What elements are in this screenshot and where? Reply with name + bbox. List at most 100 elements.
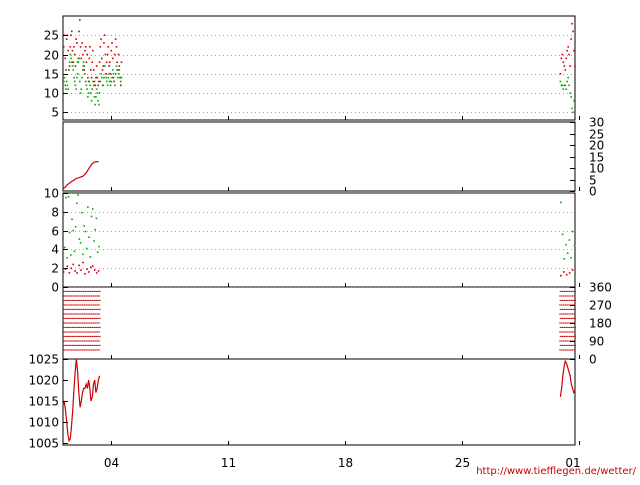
series-line-pressure [62, 358, 101, 443]
point-wind-direction [67, 331, 69, 333]
point-wind-direction [64, 335, 66, 337]
point-temperature [116, 69, 118, 71]
point-wind-direction [78, 304, 80, 306]
point-temperature [114, 84, 116, 87]
point-temperature [89, 92, 92, 94]
point-wind-direction [574, 344, 576, 346]
point-wind-direction [72, 295, 74, 297]
point-temperature [570, 38, 572, 40]
point-wind-direction [73, 308, 75, 310]
point-wind-direction [70, 295, 72, 297]
point-wind-speed [82, 261, 84, 264]
y-tick-label-pressure: 1015 [28, 395, 59, 409]
point-wind-direction [77, 331, 79, 333]
point-wind-direction [82, 340, 84, 342]
point-wind-direction [574, 290, 576, 292]
series-line-cumulative-precipitation [62, 161, 99, 190]
point-temperature [92, 84, 95, 87]
point-wind-direction [82, 326, 84, 328]
point-wind-direction [91, 299, 93, 301]
point-wind-direction [94, 304, 96, 306]
point-temperature [81, 53, 84, 56]
point-wind-direction [86, 299, 88, 301]
point-wind-direction [94, 290, 96, 292]
point-temperature [73, 46, 75, 48]
point-wind-direction [66, 317, 68, 319]
point-wind-direction [83, 299, 85, 301]
point-wind-direction [77, 335, 79, 337]
point-temperature [565, 88, 568, 90]
point-wind-direction [63, 331, 65, 333]
point-wind-direction [71, 308, 73, 310]
point-wind-direction [82, 299, 84, 301]
point-wind-speed [68, 231, 71, 234]
frame-wind-speed [62, 192, 576, 288]
point-wind-direction [75, 299, 77, 301]
point-temperature [89, 69, 92, 71]
point-wind-direction [559, 340, 561, 342]
point-wind-speed [70, 254, 72, 256]
point-wind-speed [97, 270, 100, 272]
point-temperature [98, 80, 100, 83]
point-wind-speed [90, 215, 93, 218]
point-wind-direction [94, 335, 96, 337]
point-wind-speed [93, 240, 95, 242]
point-wind-direction [559, 308, 561, 310]
point-wind-direction [69, 349, 71, 351]
point-temperature [65, 69, 67, 71]
point-temperature [95, 65, 98, 67]
point-wind-speed [68, 272, 71, 274]
point-wind-direction [570, 349, 572, 351]
point-wind-direction [84, 295, 86, 297]
point-wind-direction [89, 344, 91, 346]
point-wind-direction [88, 299, 90, 301]
point-temperature [559, 80, 562, 83]
point-wind-direction [84, 322, 86, 324]
point-wind-direction [566, 322, 568, 324]
point-wind-speed [62, 271, 65, 273]
point-wind-direction [80, 322, 82, 324]
point-wind-direction [84, 349, 86, 351]
point-wind-direction [561, 313, 563, 315]
point-wind-direction [64, 313, 66, 315]
point-wind-direction [69, 299, 71, 301]
point-wind-direction [78, 290, 80, 292]
point-wind-direction [562, 344, 564, 346]
point-wind-direction [569, 290, 571, 292]
point-wind-direction [87, 313, 89, 315]
point-wind-direction [559, 326, 561, 328]
point-temperature [108, 65, 110, 67]
point-wind-direction [74, 313, 76, 315]
point-temperature [76, 42, 78, 44]
point-temperature [113, 80, 115, 83]
point-wind-direction [99, 317, 101, 319]
point-temperature [81, 42, 83, 44]
point-wind-direction [77, 290, 79, 292]
point-wind-direction [568, 295, 570, 297]
point-temperature [71, 65, 74, 67]
point-temperature [114, 72, 117, 75]
point-wind-direction [90, 308, 92, 310]
point-wind-direction [570, 331, 572, 333]
point-wind-speed [84, 273, 86, 275]
point-wind-direction [565, 331, 567, 333]
point-wind-direction [560, 331, 562, 333]
point-wind-direction [89, 340, 91, 342]
point-wind-direction [80, 304, 82, 306]
point-wind-direction [78, 349, 80, 351]
point-wind-direction [65, 304, 67, 306]
point-wind-direction [71, 295, 73, 297]
point-temperature [64, 57, 66, 60]
point-wind-direction [89, 295, 91, 297]
point-wind-speed [570, 257, 572, 259]
point-temperature [107, 46, 110, 48]
point-wind-direction [91, 313, 93, 315]
point-wind-direction [559, 331, 561, 333]
point-wind-direction [95, 290, 97, 292]
point-wind-direction [572, 331, 574, 333]
point-wind-speed [74, 270, 76, 272]
point-wind-direction [65, 313, 67, 315]
point-temperature [90, 99, 93, 102]
point-wind-direction [97, 335, 99, 337]
point-wind-direction [78, 313, 80, 315]
